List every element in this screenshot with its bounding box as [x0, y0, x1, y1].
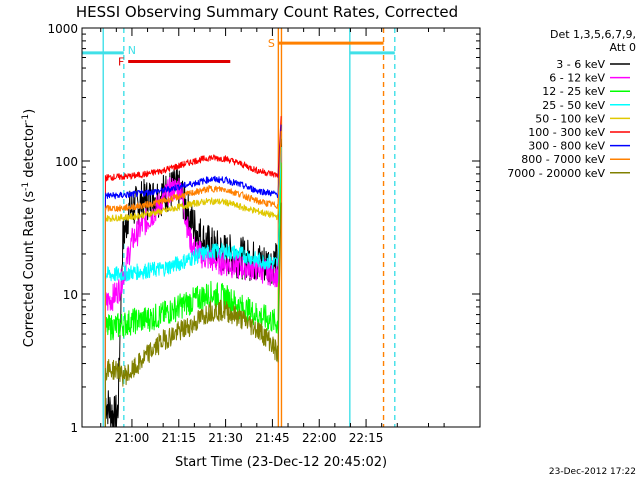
series-line-5 — [104, 116, 282, 427]
x-tick-label-1: 21:15 — [161, 431, 196, 445]
plot-frame — [81, 27, 481, 428]
legend-label-0: 3 - 6 keV — [556, 58, 605, 71]
chart-title: HESSI Observing Summary Count Rates, Cor… — [76, 3, 458, 21]
y-axis-label-mid: detector — [22, 122, 37, 182]
legend-header-1: Det 1,3,5,6,7,9, — [550, 28, 636, 41]
y-tick-label-2: 100 — [55, 155, 78, 169]
legend-label-1: 6 - 12 keV — [549, 72, 605, 85]
x-axis-label: Start Time (23-Dec-12 20:45:02) — [175, 455, 387, 470]
x-tick-label-5: 22:15 — [349, 431, 384, 445]
y-tick-label-0: 1 — [70, 421, 78, 435]
x-tick-label-2: 21:30 — [208, 431, 243, 445]
legend-header-2: Att 0 — [610, 41, 636, 54]
y-axis-label-exp1: -1 — [21, 182, 31, 191]
x-tick-label-3: 21:45 — [255, 431, 290, 445]
legend-label-7: 800 - 7000 keV — [521, 153, 605, 166]
series-line-0 — [104, 138, 282, 428]
legend-label-6: 300 - 800 keV — [528, 140, 605, 153]
series-line-4 — [104, 131, 282, 427]
y-tick-label-3: 1000 — [47, 22, 78, 36]
timestamp: 23-Dec-2012 17:22 — [549, 467, 636, 477]
x-tick-label-4: 22:00 — [302, 431, 337, 445]
plot-area: NF S — [82, 28, 396, 428]
legend-label-3: 25 - 50 keV — [542, 99, 605, 112]
series-line-1 — [104, 151, 282, 427]
y-axis-label-main: Corrected Count Rate (s — [22, 191, 37, 348]
series-line-6 — [104, 124, 282, 427]
legend-label-4: 50 - 100 keV — [535, 112, 605, 125]
legend-label-5: 100 - 300 keV — [528, 126, 605, 139]
x-tick-label-0: 21:00 — [115, 431, 150, 445]
y-axis-ticks: 1 10 100 1000 — [47, 22, 480, 435]
x-axis-ticks: 21:00 21:15 21:30 21:45 22:00 22:15 — [100, 28, 445, 445]
y-tick-label-1: 10 — [63, 288, 78, 302]
series-line-3 — [104, 146, 282, 427]
series-line-8 — [104, 202, 282, 427]
legend-label-2: 12 - 25 keV — [542, 85, 605, 98]
y-axis-label: Corrected Count Rate (s-1 detector-1) — [21, 109, 37, 347]
flag-label-1: N — [128, 44, 136, 57]
series-line-7 — [104, 131, 282, 427]
legend-label-8: 7000 - 20000 keV — [507, 167, 605, 180]
series-line-2 — [104, 162, 282, 427]
y-axis-label-exp2: -1 — [21, 114, 31, 123]
flag-label-3: S — [268, 37, 275, 50]
flag-label-2: F — [118, 55, 124, 68]
y-axis-label-end: ) — [22, 109, 37, 114]
